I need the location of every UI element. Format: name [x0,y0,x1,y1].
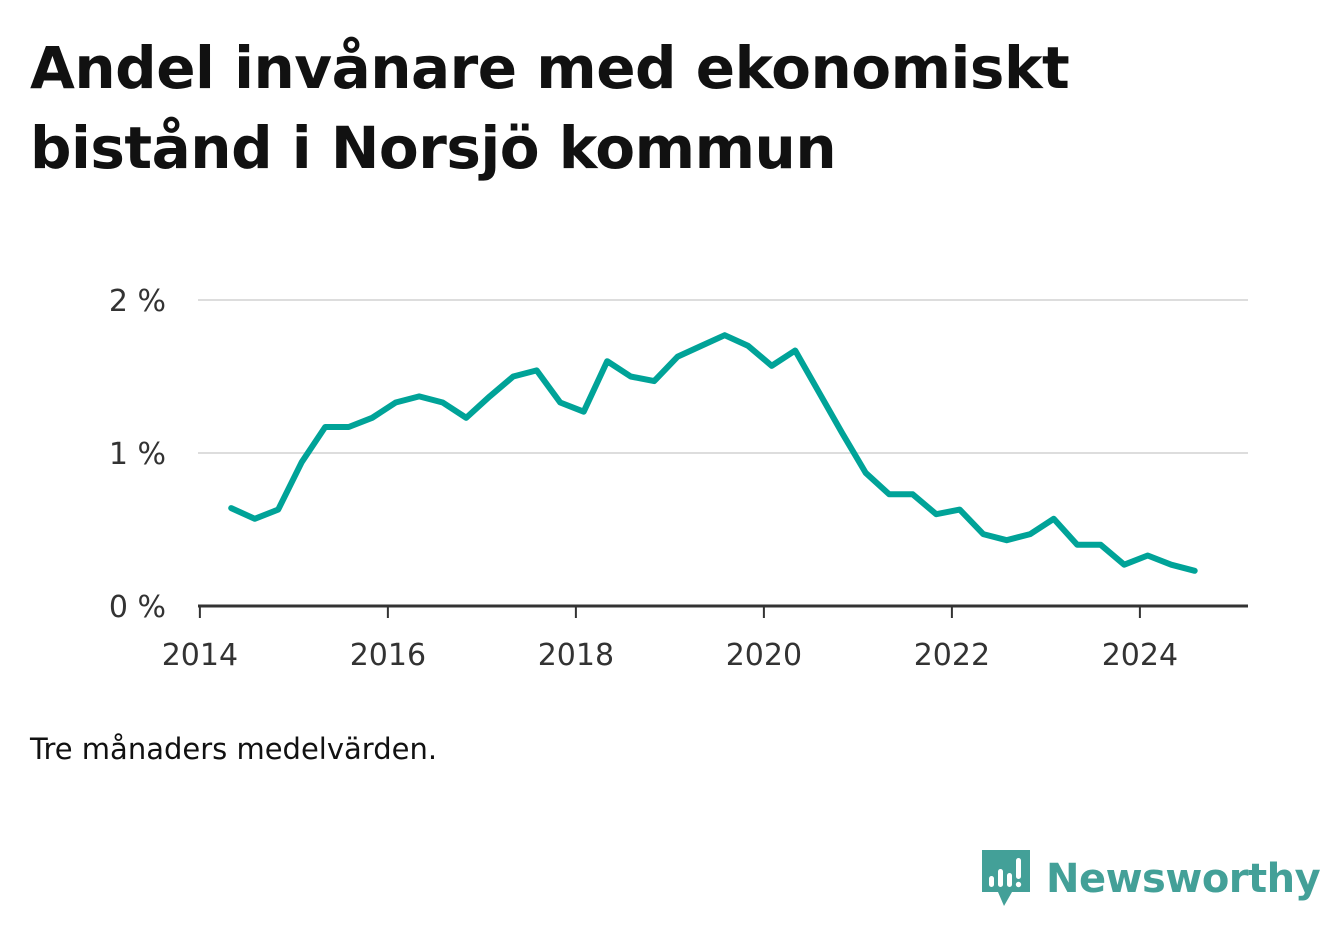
brand-logo[interactable]: Newsworthy [980,848,1321,910]
brand-name: Newsworthy [1046,856,1321,902]
chart-note: Tre månaders medelvärden. [30,732,438,766]
x-tick-label: 2020 [726,638,802,673]
x-axis: 2014 2016 2018 2020 2022 2024 [162,604,1248,673]
x-tick-label: 2016 [350,638,426,673]
y-axis-tick-labels: 0 % 1 % 2 % [109,284,166,625]
y-tick-label: 1 % [109,437,166,472]
chart-title: Andel invånare med ekonomiskt bistånd i … [30,34,1070,182]
y-tick-label: 0 % [109,590,166,625]
gridlines [198,299,1248,454]
x-tick-label: 2024 [1102,638,1178,673]
series-line [228,332,1198,574]
x-tick-label: 2022 [914,638,990,673]
x-tick-label: 2014 [162,638,238,673]
series-layer [228,332,1198,574]
x-tick-label: 2018 [538,638,614,673]
newsworthy-logo-icon [982,850,1030,906]
y-tick-label: 2 % [109,284,166,319]
